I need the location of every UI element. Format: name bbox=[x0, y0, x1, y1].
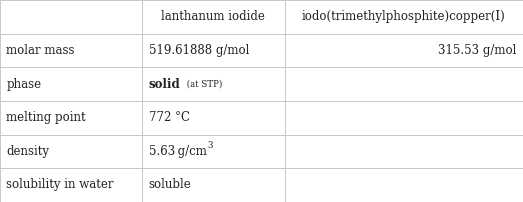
Text: phase: phase bbox=[6, 78, 41, 91]
Bar bbox=[0, 168, 142, 202]
Text: 519.61888 g/mol: 519.61888 g/mol bbox=[149, 44, 249, 57]
Text: 3: 3 bbox=[207, 141, 212, 150]
Text: lanthanum iodide: lanthanum iodide bbox=[162, 11, 265, 23]
Bar bbox=[142, 0, 285, 34]
Bar bbox=[285, 34, 523, 67]
Bar bbox=[142, 67, 285, 101]
Bar bbox=[285, 135, 523, 168]
Bar bbox=[0, 67, 142, 101]
Bar bbox=[0, 0, 142, 34]
Bar bbox=[142, 135, 285, 168]
Text: solid: solid bbox=[149, 78, 180, 91]
Text: (at STP): (at STP) bbox=[184, 80, 222, 89]
Bar bbox=[142, 168, 285, 202]
Bar bbox=[142, 101, 285, 135]
Bar bbox=[285, 101, 523, 135]
Text: 772 °C: 772 °C bbox=[149, 111, 189, 124]
Bar bbox=[0, 101, 142, 135]
Bar bbox=[285, 0, 523, 34]
Bar bbox=[285, 168, 523, 202]
Text: 5.63 g/cm: 5.63 g/cm bbox=[149, 145, 207, 158]
Text: 315.53 g/mol: 315.53 g/mol bbox=[438, 44, 517, 57]
Bar bbox=[142, 34, 285, 67]
Bar bbox=[285, 67, 523, 101]
Text: soluble: soluble bbox=[149, 178, 191, 191]
Text: iodo(trimethylphosphite)copper(I): iodo(trimethylphosphite)copper(I) bbox=[302, 11, 506, 23]
Bar bbox=[0, 34, 142, 67]
Text: solubility in water: solubility in water bbox=[6, 178, 114, 191]
Text: density: density bbox=[6, 145, 49, 158]
Bar bbox=[0, 135, 142, 168]
Text: melting point: melting point bbox=[6, 111, 86, 124]
Text: molar mass: molar mass bbox=[6, 44, 75, 57]
